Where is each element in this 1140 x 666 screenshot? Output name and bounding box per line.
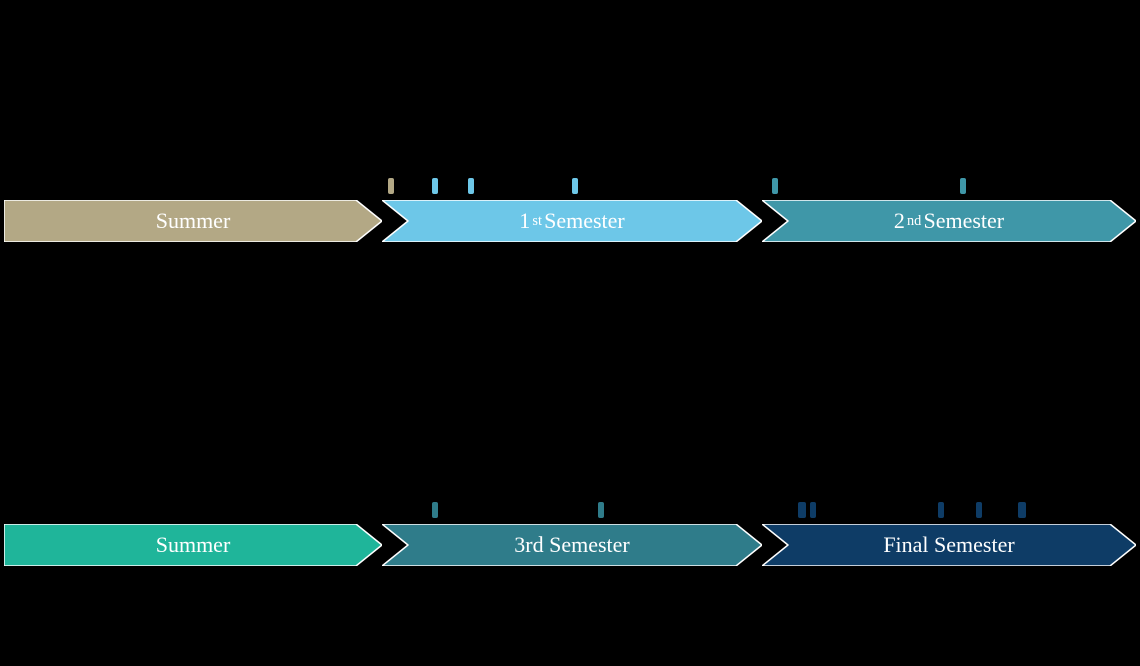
timeline-row-year1: Summer1st Semester2nd Semester [0, 200, 1140, 242]
tick-year2-0 [432, 502, 438, 518]
tick-year2-5 [976, 502, 982, 518]
arrow-y2-sem3: 3rd Semester [382, 524, 762, 566]
arrow-y1-sem1: 1st Semester [382, 200, 762, 242]
tick-year2-2 [798, 502, 806, 518]
tick-year1-0 [388, 178, 394, 194]
tick-year2-6 [1018, 502, 1026, 518]
tick-year2-3 [810, 502, 816, 518]
arrow-label-y1-summer: Summer [4, 200, 382, 242]
arrow-y1-sem2: 2nd Semester [762, 200, 1136, 242]
arrow-label-y1-sem1: 1st Semester [382, 200, 762, 242]
tick-year2-4 [938, 502, 944, 518]
arrow-label-y2-summer: Summer [4, 524, 382, 566]
arrow-label-y1-sem2: 2nd Semester [762, 200, 1136, 242]
tick-year1-5 [960, 178, 966, 194]
tick-year1-4 [772, 178, 778, 194]
arrow-y1-summer: Summer [4, 200, 382, 242]
arrow-label-y2-sem3: 3rd Semester [382, 524, 762, 566]
arrow-y2-final: Final Semester [762, 524, 1136, 566]
tick-year2-1 [598, 502, 604, 518]
tick-year1-1 [432, 178, 438, 194]
tick-year1-3 [572, 178, 578, 194]
arrow-y2-summer: Summer [4, 524, 382, 566]
tick-year1-2 [468, 178, 474, 194]
timeline-row-year2: Summer3rd SemesterFinal Semester [0, 524, 1140, 566]
arrow-label-y2-final: Final Semester [762, 524, 1136, 566]
